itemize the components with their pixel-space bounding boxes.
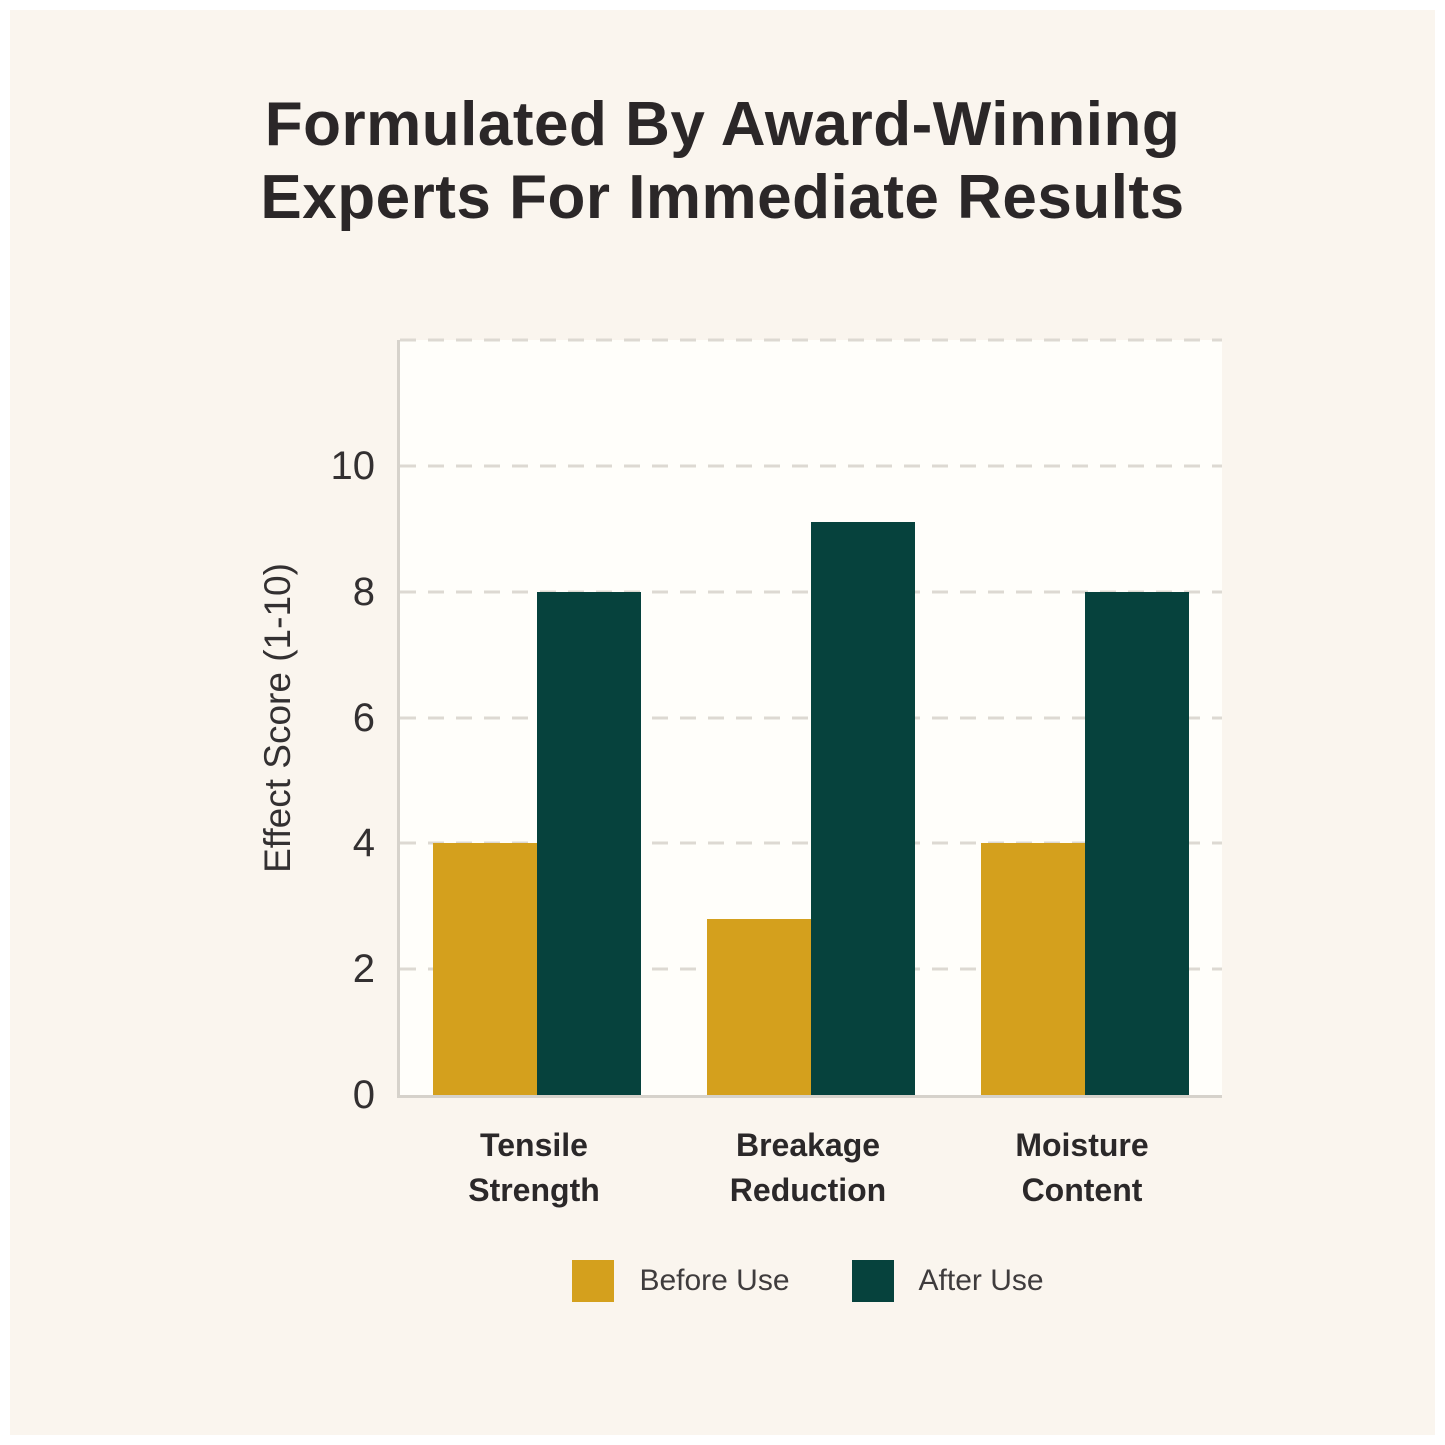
- bar-before-use-moisture-content: [981, 843, 1085, 1095]
- bar-after-use-tensile-strength: [537, 591, 641, 1095]
- after-use-swatch: [851, 1260, 894, 1302]
- x-axis-labels: Tensile Strength Breakage Reduction Mois…: [397, 1123, 1219, 1214]
- x-axis-label-moisture-content: Moisture Content: [1015, 1127, 1149, 1209]
- chart-plot-area: 0 2 4 6 8 10: [331, 338, 1222, 1115]
- legend-item-before-use: Before Use: [572, 1260, 790, 1302]
- y-tick-label-10: 10: [330, 443, 376, 488]
- bar-before-use-breakage-reduction: [707, 918, 811, 1095]
- before-use-swatch: [572, 1260, 615, 1302]
- bar-group-moisture-content: [948, 340, 1222, 1095]
- bar-groups: [400, 340, 1222, 1095]
- background-panel: Formulated By Award-Winning Experts For …: [10, 10, 1435, 1435]
- chart-legend: Before Use After Use: [397, 1260, 1219, 1302]
- chart-title: Formulated By Award-Winning Experts For …: [260, 90, 1185, 233]
- bar-after-use-breakage-reduction: [811, 522, 915, 1095]
- legend-label-before-use: Before Use: [639, 1264, 790, 1297]
- y-tick-label-4: 4: [352, 821, 375, 866]
- y-tick-label-0: 0: [352, 1073, 375, 1117]
- legend-item-after-use: After Use: [851, 1260, 1044, 1302]
- bar-group-breakage-reduction: [674, 340, 948, 1095]
- legend-label-after-use: After Use: [918, 1264, 1044, 1297]
- y-tick-label-8: 8: [352, 569, 375, 614]
- y-tick-label-6: 6: [352, 695, 375, 740]
- bar-before-use-tensile-strength: [433, 843, 537, 1095]
- gridline-top: [400, 338, 1222, 342]
- y-tick-label-2: 2: [352, 947, 375, 992]
- bar-group-tensile-strength: [400, 340, 674, 1095]
- gridline-10: [400, 464, 1222, 468]
- y-axis-label: Effect Score (1-10): [257, 563, 298, 873]
- x-axis-label-tensile-strength: Tensile Strength: [468, 1127, 600, 1209]
- x-axis-label-breakage-reduction: Breakage Reduction: [729, 1127, 887, 1209]
- bar-after-use-moisture-content: [1085, 591, 1189, 1095]
